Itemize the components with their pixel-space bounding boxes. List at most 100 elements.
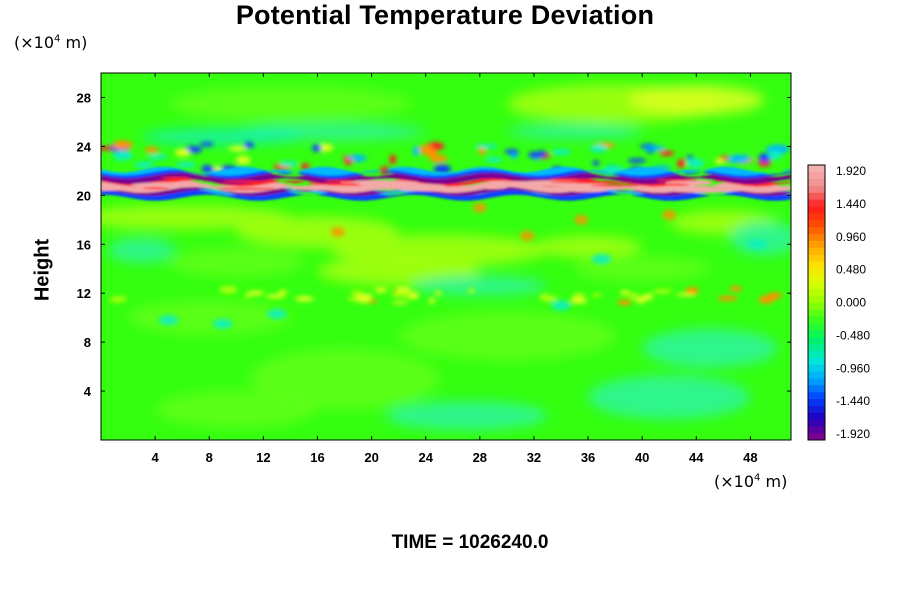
field-patch <box>729 286 743 292</box>
colorbar-step <box>808 240 825 248</box>
x-tick-label: 40 <box>635 450 649 465</box>
field-wave-cell <box>714 158 725 165</box>
field-patch <box>277 289 288 296</box>
field-blob <box>249 348 440 410</box>
field-wave-cell <box>686 158 705 168</box>
field-patch <box>434 290 443 297</box>
field-wave-cell <box>228 145 249 152</box>
field-wave-cell <box>528 151 543 159</box>
field-wave-cell <box>592 160 600 166</box>
colorbar-step <box>808 302 825 310</box>
colorbar-tick-label: -0.960 <box>836 361 870 375</box>
y-tick-label: 28 <box>77 90 91 105</box>
field-wave-cell <box>686 155 693 160</box>
colorbar-tick-label: -1.920 <box>836 427 870 441</box>
colorbar-step <box>808 412 825 420</box>
y-tick-label: 4 <box>84 384 92 399</box>
field-wave-cell <box>412 146 420 156</box>
field-patch <box>628 292 640 300</box>
x-tick-label: 32 <box>527 450 541 465</box>
field-patch <box>617 299 632 306</box>
time-label: TIME = 1026240.0 <box>391 532 549 553</box>
colorbar-step <box>808 261 825 269</box>
field-wave-cell <box>429 155 448 163</box>
field-eddy <box>266 308 287 319</box>
field-streak <box>660 183 690 186</box>
field-wave-cell <box>134 161 155 168</box>
field-wave-cell <box>300 163 310 170</box>
colorbar-step <box>808 281 825 290</box>
field-wave-cell <box>589 144 608 153</box>
colorbar-step <box>808 171 825 180</box>
field-eddy <box>747 239 768 250</box>
field-wave-cell <box>175 148 191 157</box>
x-tick-label: 12 <box>256 450 270 465</box>
colorbar-step <box>808 405 825 413</box>
y-tick-label: 20 <box>77 188 91 203</box>
colorbar-step <box>808 364 825 372</box>
colorbar-tick-label: -0.480 <box>836 328 870 342</box>
field-streak <box>216 187 276 190</box>
field-blob <box>642 328 778 368</box>
x-tick-label: 4 <box>152 450 160 465</box>
field-patch <box>351 290 363 296</box>
field-streak <box>398 186 481 192</box>
field-patch <box>758 295 775 304</box>
field-wave-cell <box>199 141 214 147</box>
field-patch <box>573 292 585 299</box>
y-axis-ticks: 4 8 12 16 20 24 28 <box>77 90 791 399</box>
field-streak <box>324 180 356 183</box>
colorbar-step <box>808 254 825 262</box>
field-streak <box>222 180 262 183</box>
colorbar-step <box>808 288 825 296</box>
colorbar-frame <box>807 164 826 441</box>
colorbar-step <box>808 378 825 386</box>
field-patch <box>356 295 372 304</box>
x-tick-label: 20 <box>364 450 378 465</box>
field-bands <box>101 166 791 201</box>
field-warm-spot <box>574 214 589 225</box>
field-warm-spot <box>472 202 487 213</box>
field-wave-cell <box>344 158 353 165</box>
field-patch <box>374 287 388 293</box>
colorbar-step <box>808 192 825 200</box>
field-patch <box>428 297 435 305</box>
field-streak <box>549 180 608 183</box>
y-tick-label: 16 <box>77 237 91 252</box>
colorbar-step <box>808 419 825 427</box>
x-tick-label: 36 <box>581 450 595 465</box>
colorbar-step <box>808 336 825 345</box>
field-blob <box>168 86 413 121</box>
field-wave-cell <box>101 146 114 151</box>
x-tick-label: 28 <box>473 450 487 465</box>
field-patch <box>219 285 237 294</box>
field-streak <box>668 187 735 193</box>
colorbar-step <box>808 275 825 283</box>
field-patch <box>265 294 286 299</box>
field-blob <box>385 400 548 431</box>
field-wave-cell <box>627 158 647 163</box>
field-warm-spot <box>330 227 345 238</box>
field-blob <box>155 391 318 428</box>
field-wave-cell <box>380 166 390 175</box>
field-wave-cell <box>144 146 159 153</box>
field-mid-features <box>101 140 790 329</box>
colorbar-step <box>808 247 825 255</box>
colorbar-step <box>808 371 825 379</box>
field-patch <box>294 296 314 302</box>
y-tick-label: 24 <box>77 139 92 154</box>
x-axis-ticks: 4 8 12 16 20 24 28 32 36 40 44 48 <box>152 73 758 465</box>
field-streak <box>290 185 373 191</box>
field-blob <box>107 238 176 263</box>
field-wave-cell <box>419 144 433 154</box>
colorbar-step <box>808 316 825 324</box>
field-soft-features <box>101 84 791 431</box>
field-wave-cell <box>278 160 298 167</box>
colorbar-step <box>808 226 825 235</box>
field-wave-cell <box>389 154 397 165</box>
x-axis-unit: (×104 m) <box>714 472 788 491</box>
field-wave-cell <box>551 149 571 156</box>
colorbar-step <box>808 206 825 214</box>
colorbar-tick-label: 1.920 <box>836 164 866 178</box>
colorbar-step <box>808 426 825 434</box>
